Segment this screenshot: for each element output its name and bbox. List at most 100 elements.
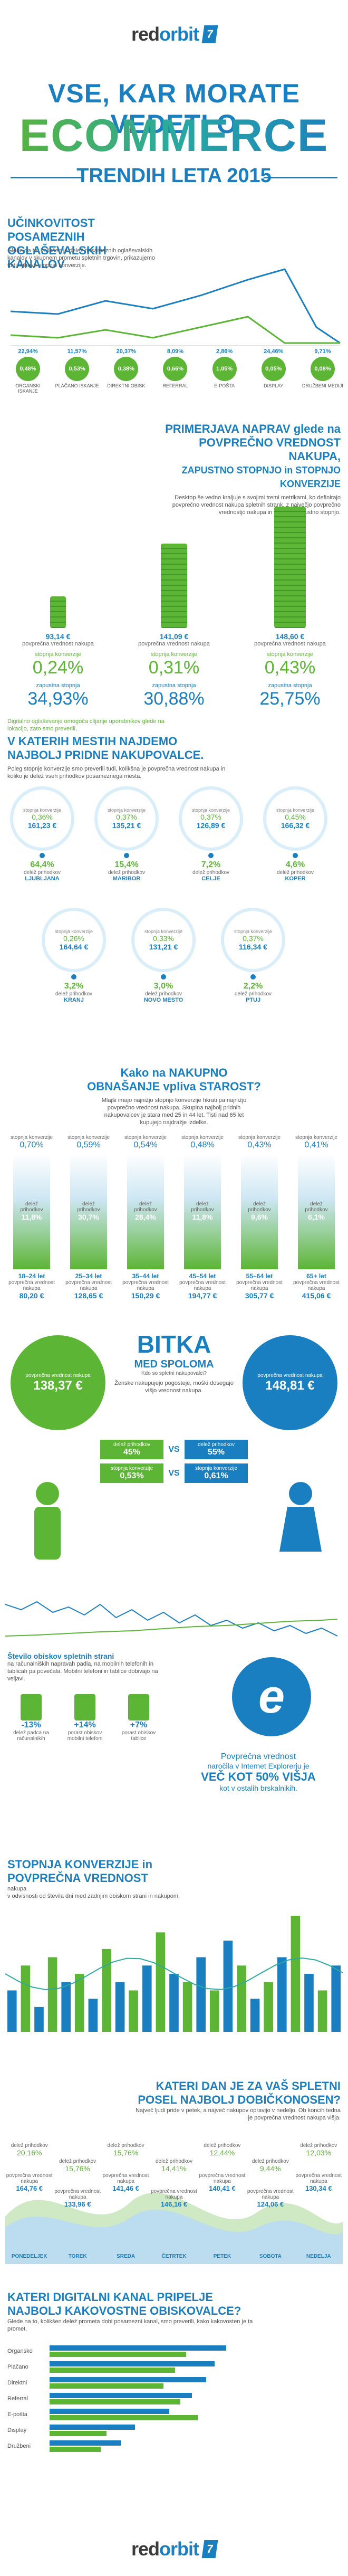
- city-conv-label: stopnja konverzije: [144, 929, 183, 934]
- weekday-name: PETEK: [213, 2254, 231, 2259]
- city-share: 3,0%: [153, 982, 173, 991]
- channel-item: 8,09% 0,66% REFERRAL: [152, 348, 198, 394]
- weekday-item: delež prihodkov 15,76% povprečna vrednost …: [53, 2159, 101, 2208]
- brand-logo: redorbit: [131, 23, 199, 45]
- vs-label: VS: [168, 1444, 180, 1454]
- device-avg: 148,60 €: [275, 632, 305, 641]
- days-conv-chart: [5, 1916, 343, 2032]
- weekday-avg: 140,41 €: [209, 2184, 236, 2192]
- age-share-label: delež prihodkov: [191, 1201, 214, 1213]
- devices-heading-a: PRIMERJAVA NAPRAV glede na: [165, 422, 341, 435]
- city-conv: 0,37%: [243, 934, 264, 943]
- day-bar: [21, 1965, 31, 2032]
- channels-desc: Glede na to, kolikšen je delež posamezni…: [7, 248, 156, 269]
- day-bar: [223, 1941, 233, 2032]
- age-column: delež prihodkov 11,8%: [184, 1153, 221, 1269]
- device-conv-label: stopnja konverzije: [34, 651, 82, 658]
- city-avg: 135,21 €: [112, 821, 141, 830]
- vs-label: VS: [168, 1468, 180, 1478]
- gender-question: Kdo so spletni nakupovalci?: [141, 1371, 207, 1376]
- channel-share: 11,57%: [67, 348, 87, 355]
- weekday-item: delež prihodkov 12,44% povprečna vrednost …: [198, 2143, 246, 2192]
- city-name: NOVO MESTO: [143, 997, 183, 1003]
- footer-logo: redorbit: [131, 2538, 199, 2560]
- channel-share: 22,94%: [18, 348, 38, 355]
- day-bar: [88, 1999, 98, 2032]
- weekday-item: delež prihodkov 9,44% povprečna vrednost n…: [246, 2159, 294, 2208]
- device-stack-icon: [50, 596, 66, 628]
- city-item: stopnja konverzije 0,26% 164,64 € 3,2% delež…: [37, 908, 111, 1003]
- days-conv-desc: v odvisnosti od števila dni med zadnjim …: [7, 1893, 180, 1899]
- city-item: stopnja konverzije 0,33% 131,21 € 3,0% delež…: [127, 908, 200, 1003]
- day-bar: [210, 1990, 219, 2032]
- age-range: 45–54 let: [189, 1272, 216, 1280]
- brand-mark: 7: [201, 25, 218, 43]
- channel-share: 8,09%: [167, 348, 184, 355]
- visit-stat-value: -13%: [21, 1720, 41, 1729]
- city-item: stopnja konverzije 0,37% 116,34 € 2,2% delež…: [216, 908, 290, 1003]
- weekday-avg: 124,06 €: [257, 2200, 284, 2208]
- footer-brand-mark: 7: [201, 2540, 218, 2558]
- device-stack-icon: [274, 507, 306, 628]
- quality-bar-blue: [50, 2361, 215, 2366]
- device-conv: 0,24%: [32, 658, 84, 678]
- city-share: 7,2%: [201, 860, 221, 869]
- city-circle: stopnja konverzije 0,37% 116,34 €: [221, 908, 285, 972]
- gender-row-value-left: 0,53%: [120, 1471, 144, 1480]
- age-row: stopnja konverzije 0,70% delež prihodkov 11…: [5, 1135, 343, 1300]
- device-avg-label: povprečna vrednost nakupa: [22, 641, 94, 647]
- city-item: stopnja konverzije 0,45% 166,32 € 4,6% delež…: [258, 786, 332, 882]
- day-bar: [142, 1965, 152, 2032]
- age-conv-label: stopnja konverzije: [295, 1135, 338, 1140]
- weekday-avg: 133,96 €: [64, 2200, 91, 2208]
- age-column: delež prihodkov 30,7%: [70, 1153, 107, 1269]
- cities-heading-b: NAJBOLJ PRIDNE NAKUPOVALCE.: [7, 748, 204, 762]
- device-bounce: 34,93%: [27, 689, 89, 709]
- age-conv-label: stopnja konverzije: [67, 1135, 110, 1140]
- gender-row-right: delež prihodkov 55%: [185, 1440, 248, 1459]
- age-desc: Mlajši imajo najnižjo stopnjo konverzije…: [101, 1097, 247, 1126]
- age-conv-label: stopnja konverzije: [238, 1135, 281, 1140]
- channel-conv-circle: 0,38%: [114, 357, 139, 381]
- channel-conv-circle: 0,48%: [16, 357, 40, 381]
- section-channels: UČINKOVITOST POSAMEZNIH OGLAŠEVALSKIH KA…: [0, 216, 348, 406]
- weekday-avg-label: povprečna vrednost nakupa: [295, 2173, 342, 2184]
- weekday-share-label: delež prihodkov: [107, 2143, 144, 2149]
- age-conv: 0,54%: [133, 1140, 158, 1149]
- section-devices: PRIMERJAVA NAPRAV glede na POVPREČNO VRE…: [0, 417, 348, 709]
- map-pin-icon: [161, 974, 166, 980]
- day-bar: [237, 1965, 246, 2032]
- day-bar: [196, 1957, 206, 2032]
- city-conv: 0,26%: [63, 934, 84, 943]
- gender-row-value-right: 55%: [207, 1448, 225, 1457]
- age-conv-label: stopnja konverzije: [181, 1135, 224, 1140]
- device-bounce: 30,88%: [143, 689, 205, 709]
- age-column: delež prihodkov 9,6%: [241, 1153, 278, 1269]
- channel-item: 2,86% 1,05% E-POŠTA: [202, 348, 247, 394]
- city-item: stopnja konverzije 0,37% 126,89 € 7,2% delež…: [174, 786, 248, 882]
- channel-share: 24,46%: [264, 348, 284, 355]
- channel-name: REFERRAL: [162, 383, 188, 388]
- gender-row: stopnja konverzije 0,53% VS stopnja konverz…: [90, 1463, 258, 1483]
- female-avg-label: povprečna vrednost nakupa: [257, 1372, 323, 1379]
- gender-heading-sub: MED SPOLOMA: [134, 1358, 214, 1370]
- city-conv-label: stopnja konverzije: [23, 807, 62, 813]
- city-share-label: delež prihodkov: [108, 870, 146, 876]
- quality-row: Display: [7, 2422, 334, 2438]
- day-bar: [317, 1990, 327, 2032]
- weekday-item: delež prihodkov 14,41% povprečna vrednost …: [150, 2159, 198, 2208]
- quality-bar-blue: [50, 2345, 226, 2351]
- visits-desc: na računalniških napravah padla, na mobi…: [7, 1661, 158, 1682]
- gender-row-left: stopnja konverzije 0,53%: [100, 1463, 163, 1483]
- weekday-name: TOREK: [68, 2254, 87, 2259]
- age-avg: 80,20 €: [19, 1291, 44, 1300]
- map-pin-icon: [40, 853, 45, 858]
- gender-heading: BITKA MED SPOLOMA Kdo so spletni nakupov…: [0, 1330, 348, 1394]
- ie-text-c: kot v ostalih brskalnikih.: [219, 1784, 297, 1792]
- city-share-label: delež prihodkov: [144, 991, 182, 997]
- day-bar: [102, 1948, 111, 2032]
- weekday-avg-label: povprečna vrednost nakupa: [199, 2173, 246, 2184]
- age-avg: 150,29 €: [131, 1291, 160, 1300]
- device-avg-label: povprečna vrednost nakupa: [138, 641, 210, 647]
- visit-stat-value: +7%: [130, 1720, 148, 1729]
